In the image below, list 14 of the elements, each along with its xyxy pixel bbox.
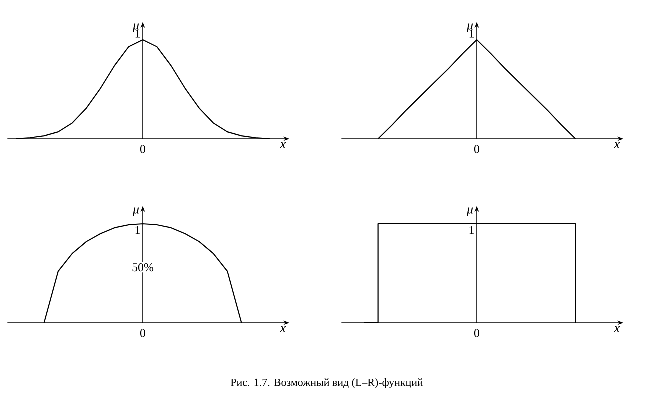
annotation: 1 xyxy=(470,226,474,234)
text: 0 xyxy=(140,145,146,154)
annotation: 50% xyxy=(132,264,154,272)
y-axis-title: μ xyxy=(466,208,474,216)
text: 0 xyxy=(474,329,480,338)
annotation: 1 xyxy=(136,226,140,234)
x-axis-title: x xyxy=(614,142,620,148)
text: Рис. 1.7. Возможный вид (L–R)-функций xyxy=(230,378,424,388)
text: 0 xyxy=(140,329,146,338)
x-axis-title: x xyxy=(614,326,620,332)
y-axis-title: μ xyxy=(132,208,140,216)
x-axis-title: x xyxy=(280,326,286,332)
text: 0 xyxy=(474,145,480,154)
x-axis-title: x xyxy=(280,142,286,148)
